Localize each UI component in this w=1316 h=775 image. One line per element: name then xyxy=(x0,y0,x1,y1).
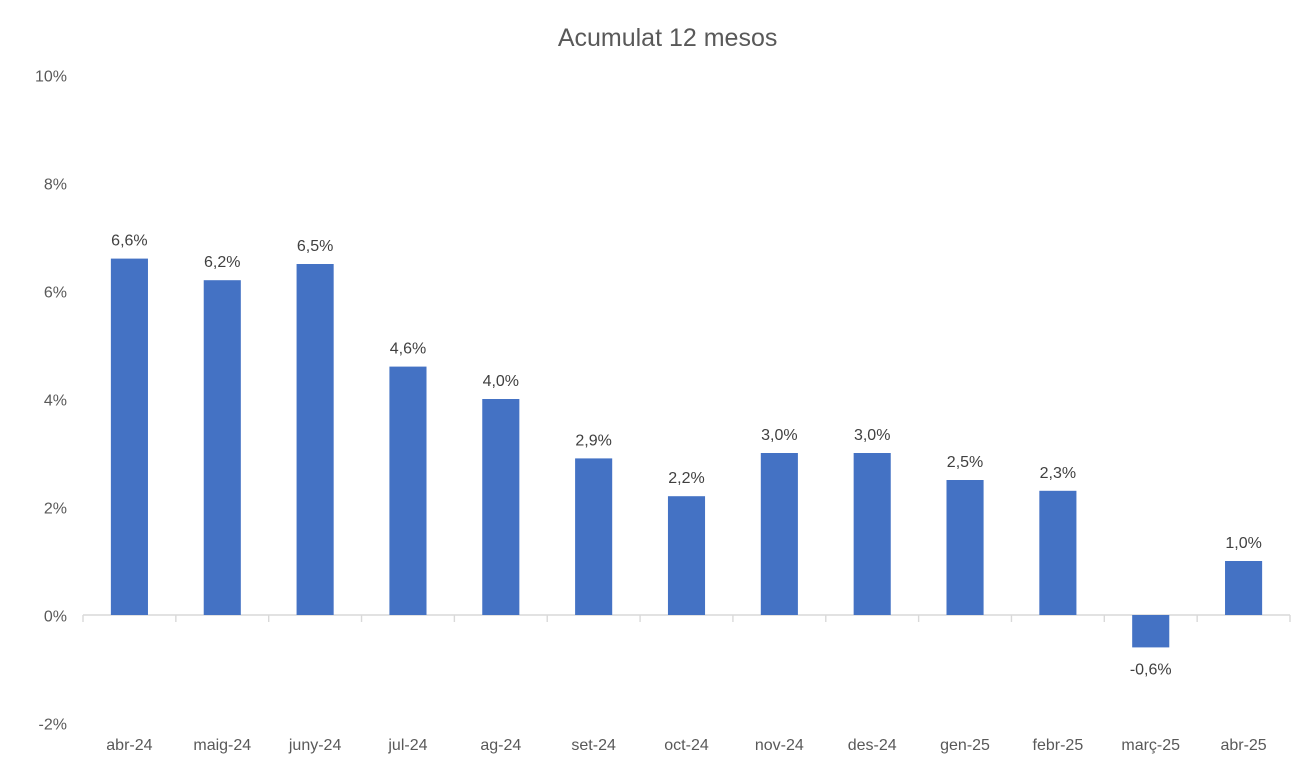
svg-text:3,0%: 3,0% xyxy=(854,427,890,444)
svg-text:gen-25: gen-25 xyxy=(940,737,990,754)
svg-text:oct-24: oct-24 xyxy=(664,737,709,754)
svg-text:8%: 8% xyxy=(44,176,67,193)
svg-text:2%: 2% xyxy=(44,500,67,517)
svg-text:jul-24: jul-24 xyxy=(387,737,427,754)
svg-text:10%: 10% xyxy=(35,68,67,85)
svg-text:2,2%: 2,2% xyxy=(668,470,704,487)
svg-text:nov-24: nov-24 xyxy=(755,737,804,754)
svg-text:ag-24: ag-24 xyxy=(480,737,521,754)
svg-text:febr-25: febr-25 xyxy=(1033,737,1084,754)
svg-text:4,0%: 4,0% xyxy=(483,373,519,390)
svg-text:-0,6%: -0,6% xyxy=(1130,661,1172,678)
svg-text:0%: 0% xyxy=(44,608,67,625)
svg-text:maig-24: maig-24 xyxy=(193,737,251,754)
svg-text:-2%: -2% xyxy=(39,716,67,733)
svg-text:2,9%: 2,9% xyxy=(575,432,611,449)
svg-text:abr-24: abr-24 xyxy=(106,737,152,754)
svg-text:set-24: set-24 xyxy=(571,737,616,754)
svg-text:1,0%: 1,0% xyxy=(1225,535,1261,552)
svg-text:2,3%: 2,3% xyxy=(1040,465,1076,482)
svg-text:abr-25: abr-25 xyxy=(1220,737,1266,754)
svg-text:des-24: des-24 xyxy=(848,737,897,754)
svg-text:març-25: març-25 xyxy=(1121,737,1180,754)
svg-text:6%: 6% xyxy=(44,284,67,301)
svg-text:6,5%: 6,5% xyxy=(297,238,333,255)
svg-text:6,6%: 6,6% xyxy=(111,233,147,250)
svg-text:Acumulat 12 mesos: Acumulat 12 mesos xyxy=(558,24,778,52)
svg-text:4,6%: 4,6% xyxy=(390,341,426,358)
svg-text:6,2%: 6,2% xyxy=(204,254,240,271)
svg-text:4%: 4% xyxy=(44,392,67,409)
svg-text:juny-24: juny-24 xyxy=(288,737,342,754)
svg-text:3,0%: 3,0% xyxy=(761,427,797,444)
svg-text:2,5%: 2,5% xyxy=(947,454,983,471)
